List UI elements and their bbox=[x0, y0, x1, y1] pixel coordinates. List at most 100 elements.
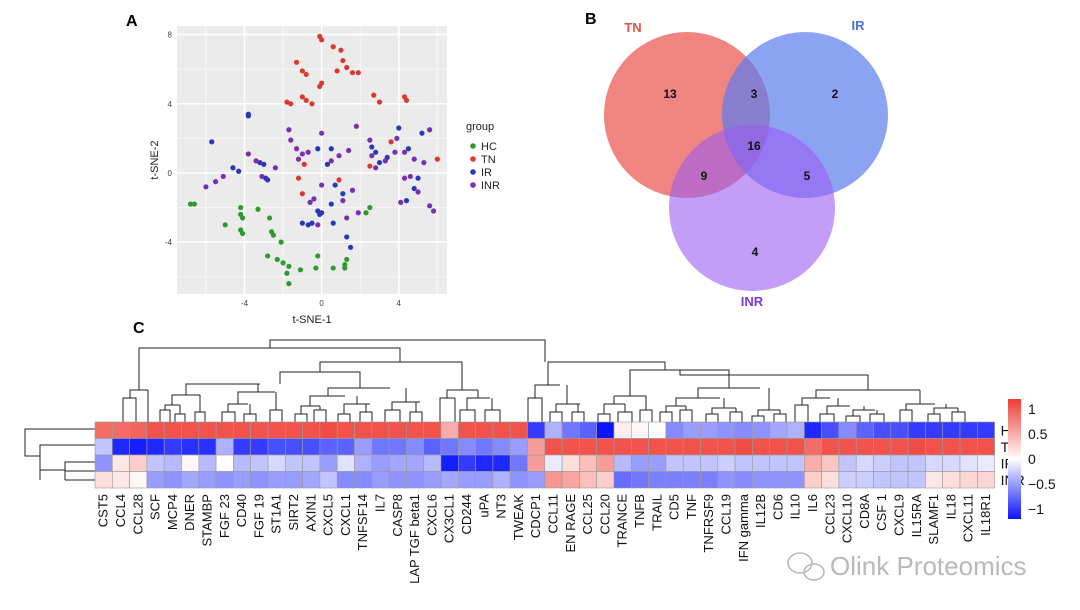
heatmap-cell bbox=[769, 421, 788, 439]
heatmap-cell bbox=[752, 421, 771, 439]
point-inr bbox=[369, 153, 375, 159]
heatmap-cell bbox=[336, 454, 355, 472]
heatmap-cell bbox=[890, 471, 909, 489]
heatmap-cell bbox=[129, 471, 148, 489]
point-hc bbox=[187, 201, 194, 207]
point-inr bbox=[220, 173, 226, 180]
heatmap-cell bbox=[215, 454, 234, 472]
heatmap-cell bbox=[388, 471, 407, 489]
heatmap-cell bbox=[786, 421, 805, 439]
point-tn bbox=[303, 71, 309, 78]
heatmap-cell bbox=[734, 421, 753, 439]
heatmap-cell bbox=[181, 471, 200, 489]
heatmap-cell bbox=[925, 471, 944, 489]
point-tn bbox=[299, 68, 305, 74]
heatmap-cell bbox=[769, 454, 788, 472]
colorbar-tick-label: −0.5 bbox=[1028, 476, 1056, 492]
venn-set-label-tn: TN bbox=[624, 20, 641, 35]
point-tn bbox=[388, 139, 394, 145]
point-hc bbox=[239, 215, 246, 221]
heatmap-cell bbox=[475, 438, 494, 456]
column-label: IFN gamma bbox=[736, 493, 751, 562]
color-scale-legend: 1 0.5 0 −0.5 −1 bbox=[1008, 399, 1056, 519]
point-ir bbox=[347, 244, 354, 250]
heatmap-cell bbox=[613, 421, 632, 439]
column-label: TRANCE bbox=[615, 494, 630, 548]
heatmap-cell bbox=[527, 421, 546, 439]
heatmap-cell bbox=[959, 438, 978, 456]
heatmap-cell bbox=[198, 454, 217, 472]
heatmap-cell bbox=[267, 454, 286, 472]
venn-count-tn-ir: 3 bbox=[751, 87, 758, 101]
heatmap-cell bbox=[509, 421, 528, 439]
column-label: FGF 23 bbox=[217, 494, 232, 538]
heatmap-cell bbox=[630, 471, 649, 489]
heatmap-cell bbox=[959, 421, 978, 439]
heatmap-cell bbox=[561, 471, 580, 489]
point-ir bbox=[330, 220, 336, 226]
heatmap-cell bbox=[579, 471, 598, 489]
point-inr bbox=[315, 222, 321, 228]
heatmap-cell bbox=[112, 471, 130, 489]
heatmap-cell bbox=[700, 421, 719, 439]
heatmap-cell bbox=[976, 471, 995, 489]
heatmap-cell bbox=[648, 471, 667, 489]
point-hc bbox=[330, 265, 336, 271]
heatmap-cell bbox=[319, 438, 338, 456]
point-inr bbox=[394, 135, 400, 141]
heatmap-cell bbox=[406, 421, 424, 439]
column-label: IL10 bbox=[788, 494, 803, 519]
point-tn bbox=[319, 37, 325, 43]
heatmap-cell bbox=[457, 421, 476, 439]
heatmap-cell bbox=[215, 471, 234, 489]
heatmap-cell bbox=[665, 454, 684, 472]
heatmap-cell bbox=[146, 454, 165, 472]
heatmap-cell bbox=[112, 454, 130, 472]
legend-label-inr: INR bbox=[481, 180, 500, 192]
heatmap-cell bbox=[752, 454, 771, 472]
column-label: CCL11 bbox=[545, 494, 560, 534]
point-tn bbox=[403, 97, 410, 103]
heatmap-cell bbox=[284, 471, 303, 489]
heatmap-cell bbox=[682, 471, 701, 489]
point-tn bbox=[301, 161, 307, 167]
heatmap-cell bbox=[250, 471, 269, 489]
point-ir bbox=[328, 201, 334, 207]
panel-label-c: C bbox=[133, 320, 145, 337]
heatmap-cell bbox=[388, 438, 407, 456]
point-ir bbox=[315, 146, 321, 152]
heatmap-cell bbox=[613, 471, 632, 489]
column-label: TRAIL bbox=[649, 494, 664, 531]
heatmap-cell bbox=[907, 421, 926, 439]
panel-label-b: B bbox=[585, 11, 597, 28]
point-inr bbox=[311, 196, 317, 202]
point-inr bbox=[382, 158, 388, 164]
point-tn bbox=[334, 68, 340, 74]
heatmap-cell bbox=[354, 421, 373, 439]
point-inr bbox=[293, 146, 300, 152]
heatmap-cell bbox=[925, 421, 944, 439]
column-label: CCL20 bbox=[597, 494, 612, 534]
heatmap-cell bbox=[769, 471, 788, 489]
venn-panel: B TN IR INR 13 2 4 3 9 5 16 bbox=[585, 11, 888, 309]
point-ir bbox=[245, 113, 251, 119]
point-ir bbox=[305, 222, 311, 228]
point-hc bbox=[344, 256, 350, 263]
heatmap-cell bbox=[163, 471, 182, 489]
heatmap-cell bbox=[146, 471, 165, 489]
point-tn bbox=[340, 57, 346, 64]
heatmap-cell bbox=[561, 454, 580, 472]
heatmap-cell bbox=[717, 471, 736, 489]
column-label: CASP8 bbox=[390, 494, 405, 537]
heatmap-cell bbox=[942, 454, 961, 472]
heatmap-cell bbox=[302, 438, 321, 456]
heatmap-cell bbox=[509, 454, 528, 472]
heatmap-cell bbox=[527, 471, 546, 489]
column-label: SCF bbox=[148, 494, 163, 520]
point-inr bbox=[373, 165, 379, 171]
heatmap-cell bbox=[890, 421, 909, 439]
heatmap-cell bbox=[630, 454, 649, 472]
point-inr bbox=[272, 165, 278, 171]
point-ir bbox=[236, 168, 242, 174]
x-tick-label: 0 bbox=[319, 299, 324, 308]
